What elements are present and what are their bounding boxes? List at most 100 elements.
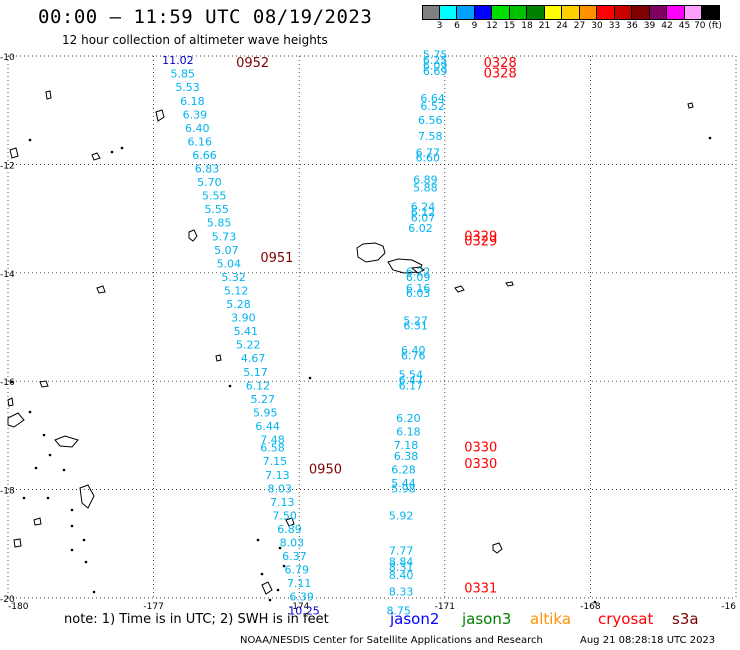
color-scale-label: 18 bbox=[521, 21, 533, 31]
wave-height-value: 6.79 bbox=[285, 564, 310, 577]
color-scale-label: 15 bbox=[503, 21, 516, 31]
lat-label: -16 bbox=[0, 378, 15, 388]
wave-height-value: 6.24 bbox=[411, 200, 436, 213]
units-note: note: 1) Time is in UTC; 2) SWH is in fe… bbox=[64, 612, 329, 627]
color-scale-label: 21 bbox=[538, 21, 551, 31]
wave-height-value: 5.32 bbox=[221, 271, 246, 284]
wave-height-value: 6.77 bbox=[416, 146, 441, 159]
wave-height-value: 6.28 bbox=[391, 463, 416, 476]
pass-time-label: 0328 bbox=[484, 67, 517, 82]
wave-height-value: 8.33 bbox=[389, 585, 414, 598]
legend-cryosat: cryosat bbox=[598, 610, 654, 628]
wave-height-value: 5.98 bbox=[391, 482, 416, 495]
wave-height-value: 5.88 bbox=[413, 182, 438, 195]
color-swatch-10 bbox=[597, 5, 615, 20]
wave-height-value: 7.13 bbox=[265, 469, 290, 482]
color-scale-label: 33 bbox=[608, 21, 621, 31]
color-swatch-4 bbox=[492, 5, 510, 20]
wave-height-value: 6.64 bbox=[420, 92, 445, 105]
land-masses bbox=[7, 90, 694, 595]
wave-height-value: 6.20 bbox=[396, 412, 421, 425]
pass-time-label: 0950 bbox=[309, 462, 342, 477]
wave-height-value: 6.39 bbox=[183, 108, 208, 121]
islet-d bbox=[39, 380, 49, 388]
color-swatch-9 bbox=[579, 5, 597, 20]
pass-time-label: 0952 bbox=[236, 56, 269, 71]
wave-height-value: 6.76 bbox=[401, 350, 426, 363]
island-wallis bbox=[188, 229, 198, 242]
wave-height-value: 6.18 bbox=[396, 425, 421, 438]
color-swatch-6 bbox=[527, 5, 545, 20]
wave-height-value: 6.18 bbox=[180, 95, 205, 108]
color-scale-bar bbox=[422, 5, 720, 20]
wave-height-value: 5.27 bbox=[251, 393, 276, 406]
wave-height-value: 6.89 bbox=[277, 523, 302, 536]
islet-e bbox=[13, 538, 22, 548]
wave-height-value: 6.22 bbox=[406, 266, 431, 279]
wave-height-value: 10.25 bbox=[288, 604, 320, 617]
color-scale-label: 42 bbox=[661, 21, 673, 31]
wave-height-value: 6.52 bbox=[420, 100, 445, 113]
legend-jason2: jason2 bbox=[390, 610, 440, 628]
color-swatch-11 bbox=[614, 5, 632, 20]
wave-height-value: 4.67 bbox=[241, 352, 266, 365]
wave-height-value: 6.03 bbox=[406, 287, 431, 300]
color-swatch-15 bbox=[684, 5, 702, 20]
pass-time-label: 0951 bbox=[260, 251, 293, 266]
islet-b bbox=[9, 147, 19, 159]
wave-height-value: 6.56 bbox=[418, 114, 443, 127]
pass-time-label: 0329 bbox=[464, 229, 497, 244]
pass-time-label: 0328 bbox=[484, 56, 517, 71]
timestamp-text: Aug 21 08:28:18 UTC 2023 bbox=[580, 635, 716, 646]
lat-label: -10 bbox=[0, 53, 15, 63]
lat-label: -20 bbox=[0, 595, 15, 605]
wave-height-value: 5.73 bbox=[212, 230, 237, 243]
wave-height-value: 6.31 bbox=[403, 320, 428, 333]
lat-label: -18 bbox=[0, 487, 15, 497]
track-west: 11.025.855.536.186.396.406.166.666.835.7… bbox=[162, 54, 320, 617]
wave-height-value: 5.41 bbox=[234, 325, 259, 338]
island-ofu bbox=[505, 281, 514, 287]
color-scale-label: 45 bbox=[678, 21, 691, 31]
wave-height-value: 7.13 bbox=[270, 496, 295, 509]
color-scale-label: 24 bbox=[556, 21, 568, 31]
legend-s3a: s3a bbox=[672, 610, 699, 628]
wave-height-value: 5.04 bbox=[217, 257, 242, 270]
color-scale-label: 9 bbox=[471, 21, 478, 31]
pass-time-label: 0329 bbox=[464, 235, 497, 250]
color-scale-label: 36 bbox=[626, 21, 638, 31]
wave-height-value: 5.70 bbox=[197, 176, 222, 189]
wave-height-value: 6.89 bbox=[413, 173, 438, 186]
wave-height-value: 6.16 bbox=[406, 282, 431, 295]
lat-label: -14 bbox=[0, 270, 15, 280]
color-swatch-7 bbox=[544, 5, 562, 20]
islet-a bbox=[45, 90, 52, 100]
islet-h bbox=[215, 354, 222, 362]
color-swatch-0 bbox=[422, 5, 440, 20]
pass-time-label: 0330 bbox=[464, 441, 497, 456]
wave-height-value: 8.40 bbox=[389, 569, 414, 582]
color-scale-label: 30 bbox=[591, 21, 603, 31]
island-futuna bbox=[155, 109, 165, 122]
wave-height-value: 8.84 bbox=[389, 555, 414, 568]
wave-height-value: 5.27 bbox=[403, 314, 428, 327]
wave-height-value: 6.60 bbox=[416, 152, 441, 165]
wave-height-value: 5.22 bbox=[236, 339, 261, 352]
wave-height-value: 6.12 bbox=[246, 379, 271, 392]
wave-height-value: 8.75 bbox=[386, 604, 411, 617]
wave-height-value: 6.40 bbox=[401, 344, 426, 357]
wave-height-value: 6.39 bbox=[289, 591, 314, 604]
wave-height-value: 5.53 bbox=[175, 81, 200, 94]
color-scale-label: 27 bbox=[573, 21, 586, 31]
wave-height-value: 5.75 bbox=[423, 49, 448, 62]
wave-height-value: 5.95 bbox=[253, 406, 278, 419]
track-east: 5.756.256.096.696.646.526.567.586.776.60… bbox=[386, 49, 447, 618]
wave-height-value: 5.54 bbox=[399, 368, 424, 381]
wave-height-value: 3.90 bbox=[231, 312, 256, 325]
wave-height-value: 6.69 bbox=[423, 65, 448, 78]
wave-height-value: 6.09 bbox=[406, 271, 431, 284]
pass-time-label: 0330 bbox=[464, 457, 497, 472]
wave-height-value: 6.09 bbox=[423, 60, 448, 73]
wave-height-value: 5.85 bbox=[207, 217, 232, 230]
